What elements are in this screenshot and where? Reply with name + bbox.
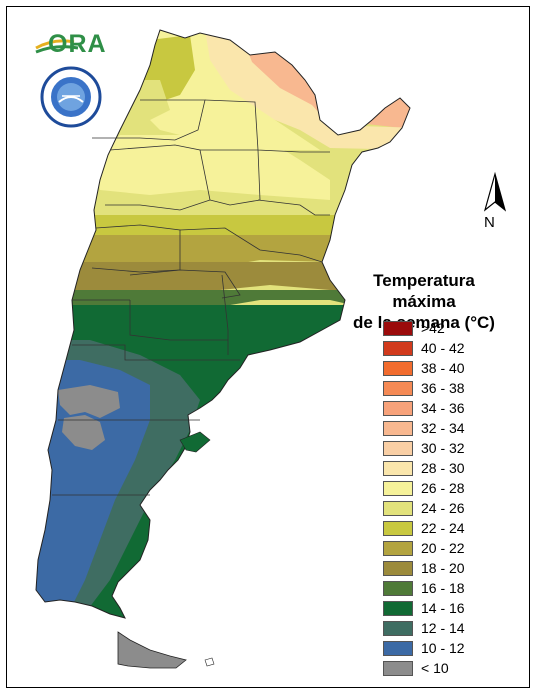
- legend-swatch: [383, 400, 413, 416]
- legend-title: Temperatura máxima de la semana (°C): [344, 270, 504, 333]
- legend-label: 40 - 42: [421, 340, 465, 356]
- legend-item: 18 - 20: [383, 558, 465, 578]
- legend-label: < 10: [421, 660, 449, 676]
- legend-label: 14 - 16: [421, 600, 465, 616]
- legend-label: 38 - 40: [421, 360, 465, 376]
- legend-item: 14 - 16: [383, 598, 465, 618]
- map-frame: [6, 6, 530, 688]
- legend-swatch: [383, 340, 413, 356]
- legend-label: >42: [421, 320, 445, 336]
- legend-item: 28 - 30: [383, 458, 465, 478]
- legend-item: 38 - 40: [383, 358, 465, 378]
- legend-label: 24 - 26: [421, 500, 465, 516]
- legend-item: 26 - 28: [383, 478, 465, 498]
- legend-label: 36 - 38: [421, 380, 465, 396]
- legend-item: 40 - 42: [383, 338, 465, 358]
- legend-label: 32 - 34: [421, 420, 465, 436]
- legend-swatch: [383, 620, 413, 636]
- legend-swatch: [383, 580, 413, 596]
- legend-label: 10 - 12: [421, 640, 465, 656]
- legend-swatch: [383, 600, 413, 616]
- legend-item: 16 - 18: [383, 578, 465, 598]
- legend-item: 22 - 24: [383, 518, 465, 538]
- legend-item: 32 - 34: [383, 418, 465, 438]
- legend-swatch: [383, 420, 413, 436]
- legend-item: < 10: [383, 658, 465, 678]
- north-label: N: [484, 214, 495, 231]
- smn-seal-icon: [40, 66, 102, 128]
- legend-swatch: [383, 320, 413, 336]
- tierra-del-fuego: [117, 631, 187, 669]
- legend-swatch: [383, 500, 413, 516]
- legend-swatch: [383, 480, 413, 496]
- legend-item: 24 - 26: [383, 498, 465, 518]
- legend-swatch: [383, 380, 413, 396]
- legend-swatch: [383, 540, 413, 556]
- legend-label: 12 - 14: [421, 620, 465, 636]
- legend-swatch: [383, 360, 413, 376]
- legend-item: 30 - 32: [383, 438, 465, 458]
- legend-swatch: [383, 560, 413, 576]
- ora-logo-icon: [35, 39, 79, 54]
- legend-item: 12 - 14: [383, 618, 465, 638]
- legend-item: 20 - 22: [383, 538, 465, 558]
- legend-item: 10 - 12: [383, 638, 465, 658]
- north-arrow-icon: [483, 171, 507, 212]
- legend-swatch: [383, 640, 413, 656]
- legend-label: 22 - 24: [421, 520, 465, 536]
- legend-item: >42: [383, 318, 465, 338]
- legend-label: 16 - 18: [421, 580, 465, 596]
- ora-logo-text: ORA: [48, 30, 107, 58]
- legend-swatch: [383, 460, 413, 476]
- legend-label: 18 - 20: [421, 560, 465, 576]
- legend-label: 20 - 22: [421, 540, 465, 556]
- legend-item: 36 - 38: [383, 378, 465, 398]
- legend-label: 28 - 30: [421, 460, 465, 476]
- legend-swatch: [383, 520, 413, 536]
- legend-title-line1: Temperatura máxima: [373, 271, 475, 311]
- province-borders: [52, 99, 330, 496]
- legend-swatch: [383, 660, 413, 676]
- legend: >42 40 - 42 38 - 40 36 - 38 34 - 36 32 - 34 30…: [383, 318, 465, 678]
- legend-label: 34 - 36: [421, 400, 465, 416]
- legend-label: 30 - 32: [421, 440, 465, 456]
- legend-swatch: [383, 440, 413, 456]
- legend-item: 34 - 36: [383, 398, 465, 418]
- legend-label: 26 - 28: [421, 480, 465, 496]
